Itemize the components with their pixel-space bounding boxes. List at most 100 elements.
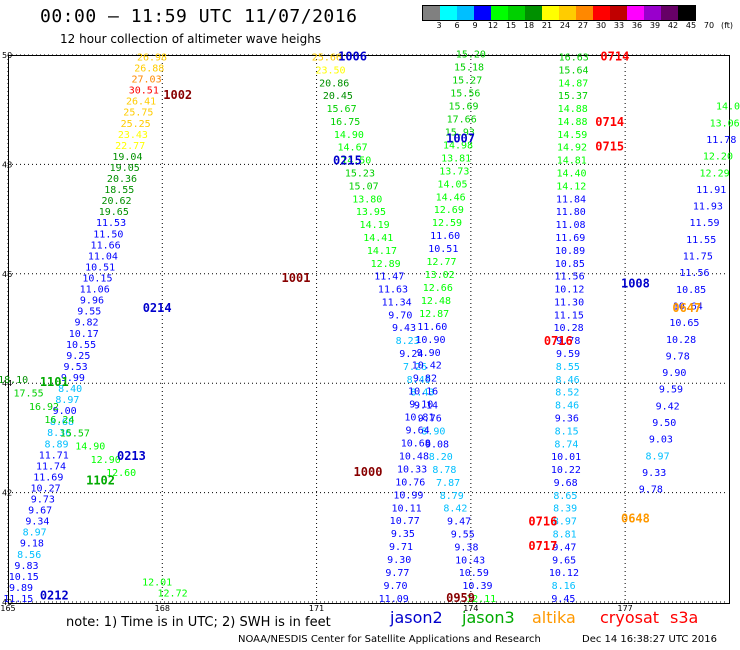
wave-height-value: 22.77: [115, 141, 145, 152]
y-tick-label: 46: [2, 270, 12, 279]
wave-height-value: 11.56: [554, 272, 584, 283]
legend-s3a: s3a: [670, 608, 699, 627]
legend-cryosat: cryosat: [600, 608, 660, 627]
color-swatch: [644, 6, 661, 20]
color-scale-tick: (ft): [720, 21, 734, 30]
y-tick-label: 42: [2, 489, 12, 498]
color-scale-tick: 42: [667, 21, 679, 30]
wave-height-value: 15.93: [445, 127, 475, 138]
wave-height-value: 9.78: [666, 351, 690, 362]
wave-height-value: 8.97: [23, 528, 47, 539]
pass-time-label: 0213: [117, 449, 146, 463]
wave-height-value: 20.62: [101, 196, 131, 207]
wave-height-value: 14.05: [437, 179, 467, 190]
wave-height-value: 9.90: [662, 368, 686, 379]
wave-height-value: 8.15: [555, 426, 579, 437]
wave-height-value: 16.75: [330, 117, 360, 128]
wave-height-value: 10.16: [408, 387, 438, 398]
wave-height-value: 11.69: [555, 233, 585, 244]
wave-height-value: 11.53: [96, 218, 126, 229]
wave-height-value: 9.43: [392, 323, 416, 334]
wave-height-value: 18.55: [104, 185, 134, 196]
y-tick-label: 44: [2, 379, 12, 388]
pass-time-label: 1101: [40, 375, 69, 389]
wave-height-value: 10.22: [551, 465, 581, 476]
color-swatch: [423, 6, 440, 20]
wave-height-value: 26.41: [126, 97, 156, 108]
x-tick-label: 171: [309, 604, 324, 613]
color-scale-tick: 30: [595, 21, 607, 30]
pass-time-label: 0716: [544, 334, 573, 348]
wave-height-value: 11.75: [683, 252, 713, 263]
wave-height-value: 11.50: [93, 229, 123, 240]
wave-height-value: 12.87: [419, 309, 449, 320]
wave-height-value: 9.99: [61, 373, 85, 384]
color-scale-tick: 9: [472, 21, 478, 30]
wave-height-value: 11.74: [36, 461, 66, 472]
wave-height-value: 30.51: [129, 86, 159, 97]
wave-height-value: 11.56: [679, 268, 709, 279]
wave-height-value: 11.34: [382, 297, 412, 308]
wave-height-value: 14.90: [75, 442, 105, 453]
color-swatch: [678, 6, 695, 20]
wave-height-value: 9.10: [409, 400, 433, 411]
pass-time-label: 0212: [40, 588, 69, 602]
wave-height-value: 10.81: [404, 413, 434, 424]
wave-height-value: 14.81: [557, 156, 587, 167]
wave-height-value: 8.36: [47, 428, 71, 439]
wave-height-value: 9.68: [554, 478, 578, 489]
wave-height-value: 12.20: [703, 152, 733, 163]
wave-height-value: 10.12: [549, 568, 579, 579]
wave-height-value: 14.40: [556, 169, 586, 180]
y-tick-label: 48: [2, 160, 12, 169]
wave-height-value: 9.82: [413, 374, 437, 385]
wave-height-value: 14.0: [716, 102, 740, 113]
wave-height-value: 10.15: [9, 572, 39, 583]
wave-height-value: 10.12: [554, 285, 584, 296]
wave-height-value: 10.68: [401, 438, 431, 449]
pass-time-label: 0714: [595, 115, 624, 129]
pass-time-label: 1102: [86, 473, 115, 487]
wave-height-value: 9.50: [652, 418, 676, 429]
color-scale-tick: 36: [631, 21, 643, 30]
wave-height-value: 8.68: [50, 417, 74, 428]
wave-height-value: 18.10: [0, 375, 28, 386]
wave-height-value: 13.06: [710, 118, 740, 129]
wave-height-value: 15.07: [349, 181, 379, 192]
wave-height-value: 15.27: [452, 76, 482, 87]
wave-height-value: 17.55: [14, 388, 44, 399]
wave-height-value: 8.46: [556, 375, 580, 386]
color-swatch: [508, 6, 525, 20]
wave-height-value: 9.08: [425, 439, 449, 450]
wave-height-value: 20.45: [323, 91, 353, 102]
wave-height-value: 12.72: [158, 589, 188, 600]
wave-height-value: 15.23: [345, 169, 375, 180]
pass-time-label: 0716: [528, 514, 557, 528]
wave-height-value: 8.78: [432, 465, 456, 476]
y-tick-label: 50: [2, 51, 12, 60]
wave-height-value: 14.90: [334, 130, 364, 141]
wave-height-value: 10.28: [554, 323, 584, 334]
wave-height-value: 10.76: [395, 477, 425, 488]
wave-height-value: 14.92: [557, 143, 587, 154]
wave-height-value: 9.45: [551, 594, 575, 605]
wave-height-value: 14.98: [443, 140, 473, 151]
wave-height-value: 10.90: [415, 335, 445, 346]
wave-height-value: 9.30: [387, 555, 411, 566]
wave-height-value: 9.35: [391, 529, 415, 540]
wave-height-value: 9.25: [66, 351, 90, 362]
color-scale-tick: 12: [487, 21, 499, 30]
wave-height-value: 13.81: [441, 153, 471, 164]
wave-height-value: 11.69: [33, 472, 63, 483]
wave-height-value: 10.99: [393, 490, 423, 501]
color-scale-tick: 70: [703, 21, 715, 30]
wave-height-value: 10.59: [459, 568, 489, 579]
wave-height-value: 15.69: [448, 102, 478, 113]
wave-height-value: 9.24: [399, 349, 423, 360]
wave-height-value: 11.66: [91, 240, 121, 251]
wave-height-value: 10.77: [390, 516, 420, 527]
y-tick-label: 40: [2, 598, 12, 607]
color-swatch: [593, 6, 610, 20]
color-scale-tick: 21: [541, 21, 553, 30]
credit-line: NOAA/NESDIS Center for Satellite Applica…: [238, 634, 541, 645]
